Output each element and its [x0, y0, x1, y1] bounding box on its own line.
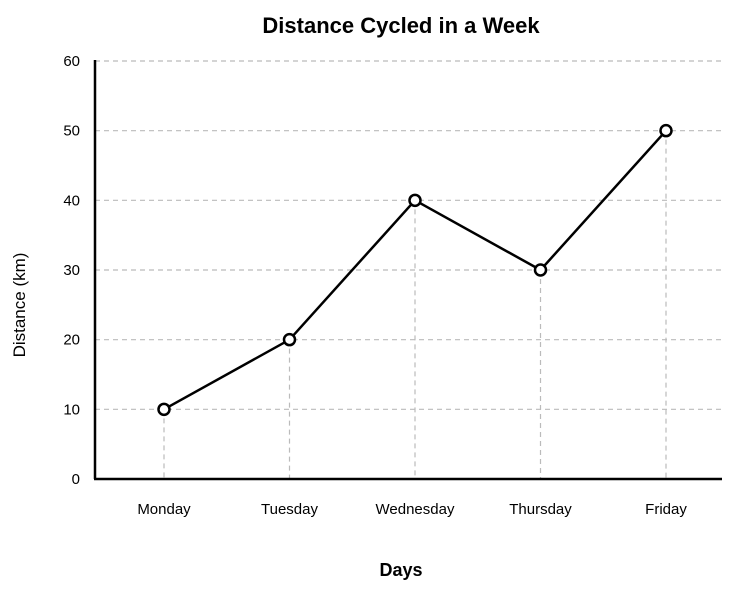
y-tick-label: 40	[63, 192, 80, 209]
data-point	[659, 123, 673, 138]
series	[157, 123, 673, 417]
x-ticks: Monday Tuesday Wednesday Thursday Friday	[137, 501, 687, 518]
x-tick-label: Friday	[645, 501, 687, 518]
data-point	[157, 402, 171, 417]
x-tick-label: Thursday	[509, 501, 572, 518]
y-tick-label: 60	[63, 53, 80, 70]
x-tick-label: Tuesday	[261, 501, 318, 518]
y-tick-label: 10	[63, 401, 80, 418]
y-tick-label: 20	[63, 332, 80, 349]
y-tick-label: 50	[63, 123, 80, 140]
y-axis-label: Distance (km)	[10, 253, 29, 358]
y-ticks: 0 10 20 30 40 50 60	[63, 53, 80, 488]
x-tick-label: Monday	[137, 501, 191, 518]
y-tick-label: 30	[63, 262, 80, 279]
chart-title: Distance Cycled in a Week	[262, 13, 540, 38]
x-tick-label: Wednesday	[376, 501, 455, 518]
x-axis-label: Days	[379, 560, 422, 580]
data-point	[408, 193, 422, 208]
y-tick-label: 0	[72, 471, 80, 488]
drop-lines	[163, 130, 667, 479]
grid	[95, 60, 721, 410]
data-point	[533, 263, 548, 277]
data-point	[282, 332, 297, 347]
